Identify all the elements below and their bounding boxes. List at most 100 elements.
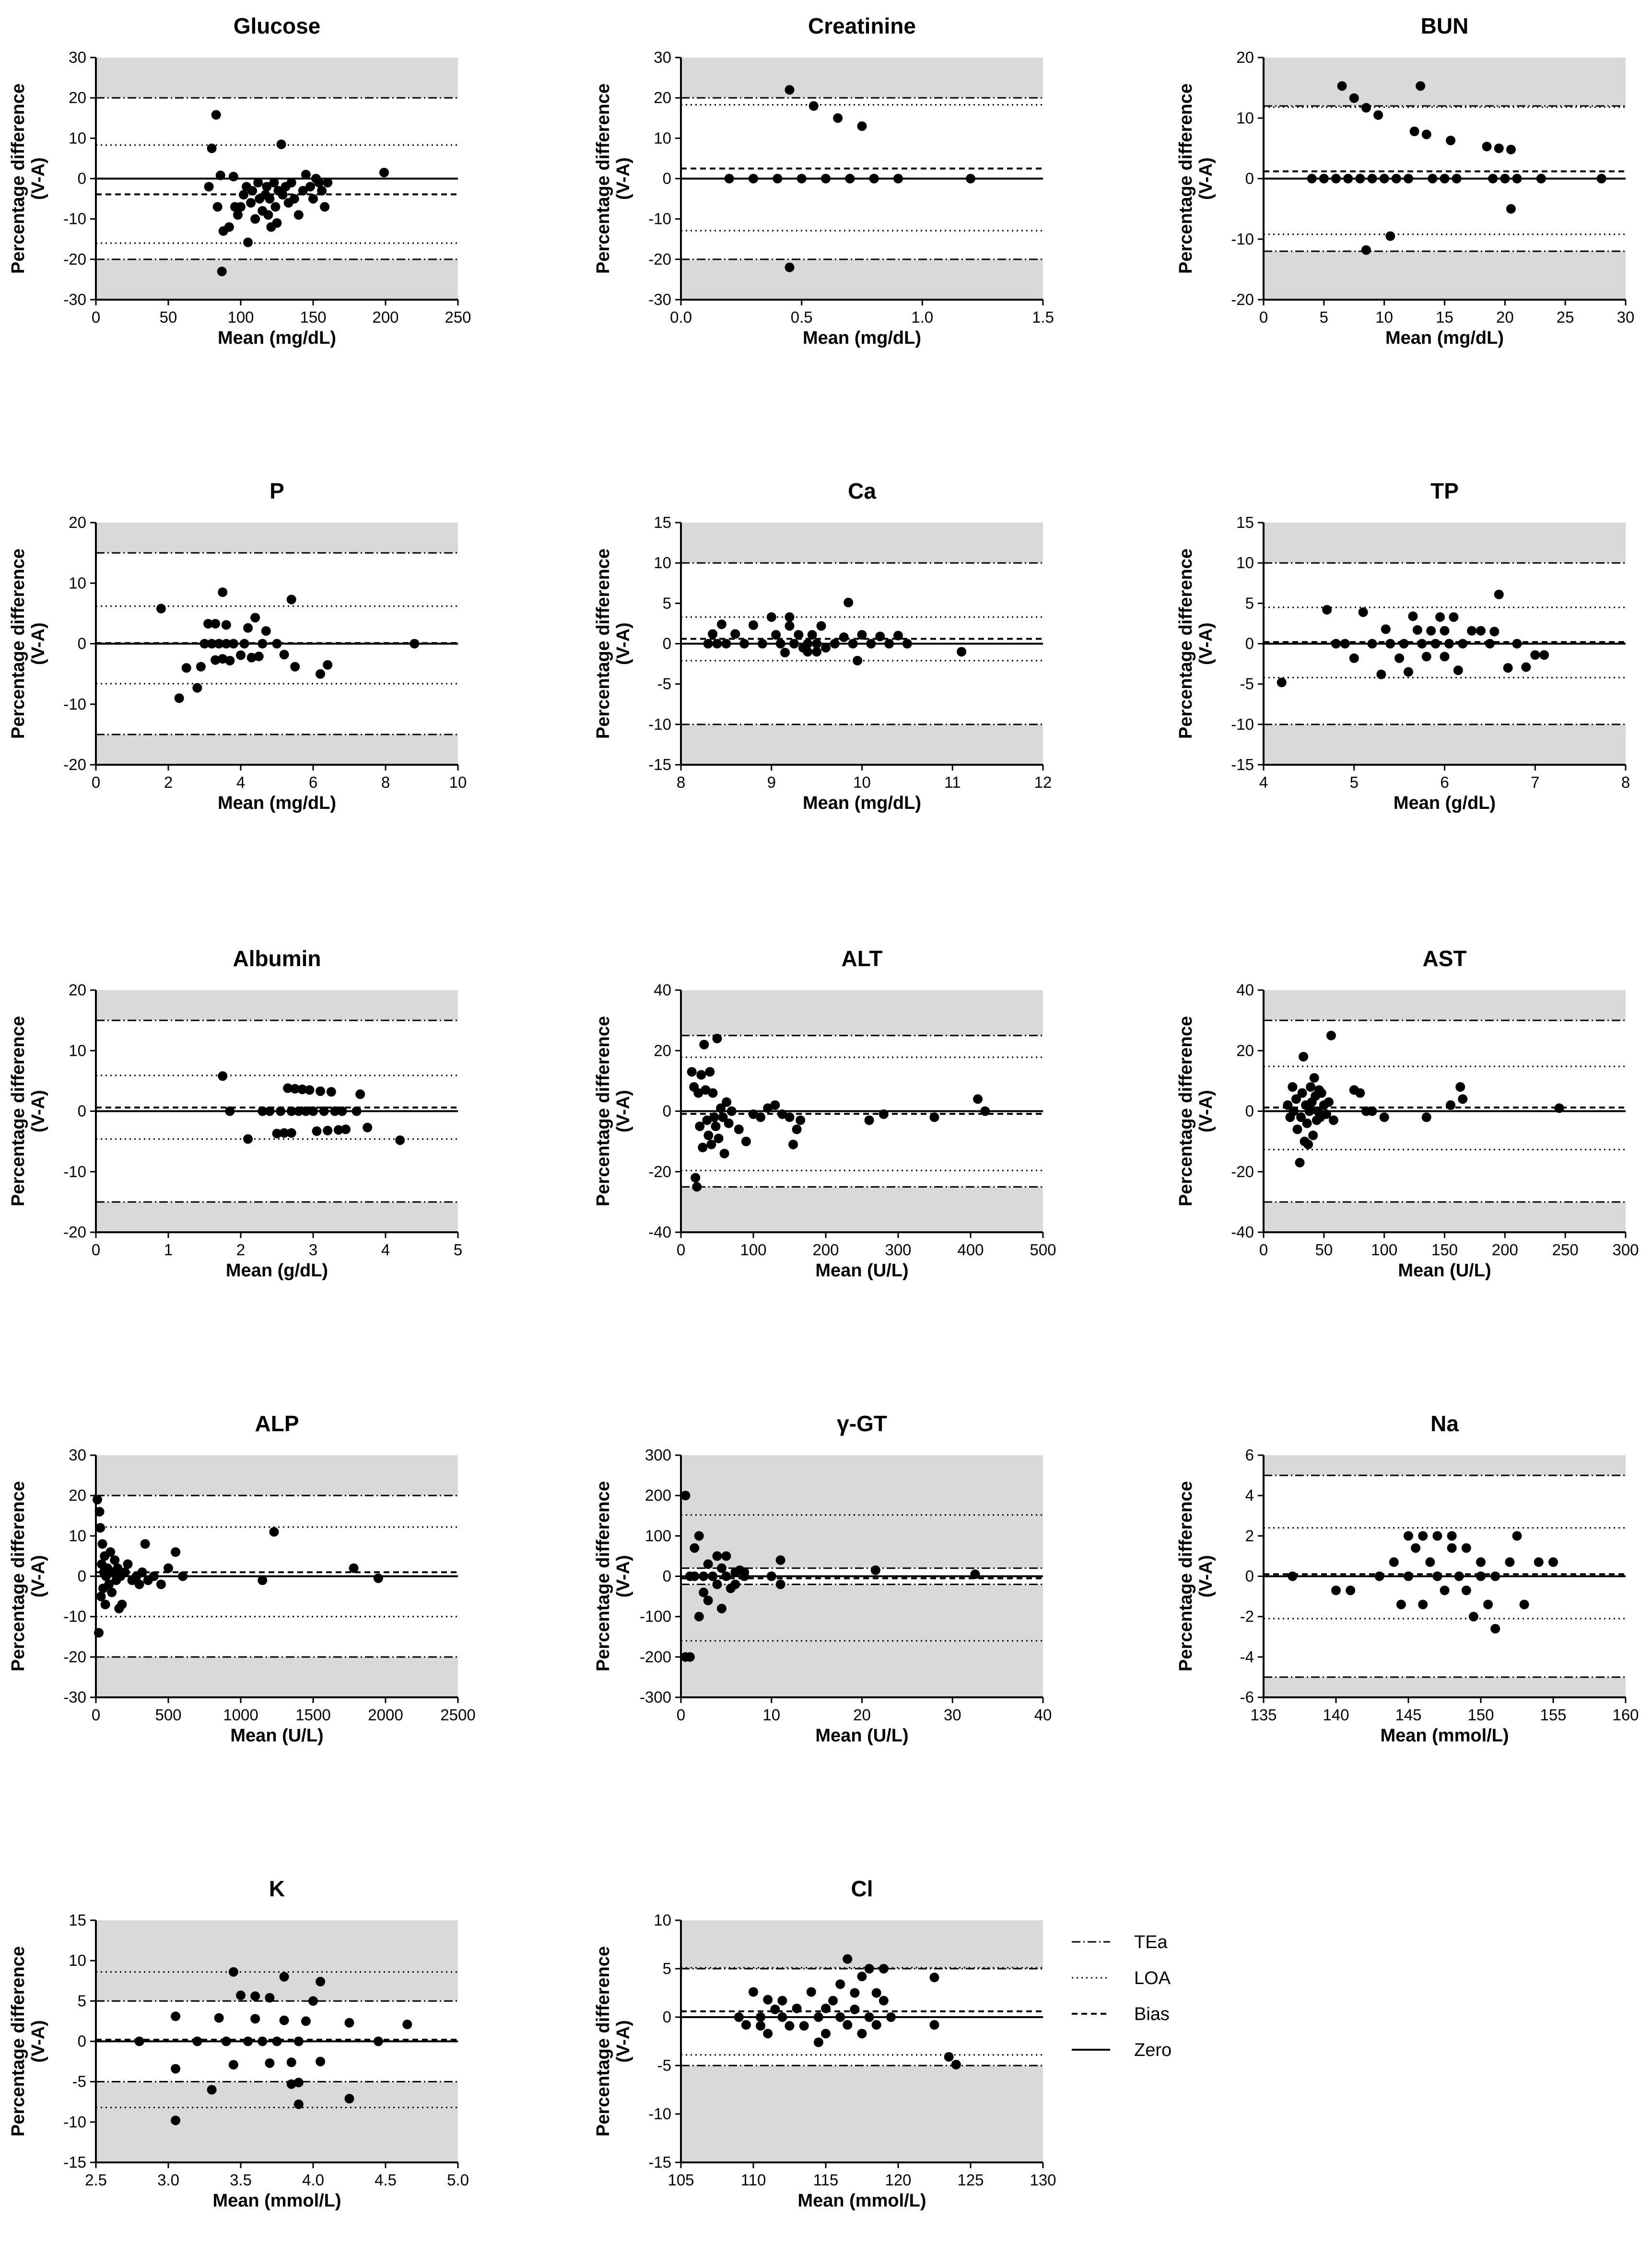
x-tick-label: 2000 [368, 1706, 403, 1724]
data-point [1489, 627, 1500, 637]
data-point [363, 1122, 373, 1133]
data-point [866, 639, 876, 649]
data-point [1453, 666, 1463, 676]
data-point [1404, 1571, 1413, 1581]
tea-band-upper [681, 1920, 1043, 1969]
data-point [246, 198, 256, 208]
data-point [871, 1988, 881, 1998]
data-point [1404, 174, 1413, 184]
data-point [95, 1523, 105, 1533]
data-point [262, 182, 272, 192]
y-axis-label: Percentage difference [8, 549, 28, 739]
y-axis-label-sub: (V-A) [613, 1090, 633, 1133]
x-tick-label: 15 [1436, 308, 1453, 326]
y-tick-label: -2 [1240, 1608, 1254, 1625]
data-point [243, 237, 253, 247]
chart-title: BUN [1421, 13, 1469, 38]
y-tick-label: -20 [648, 1163, 671, 1180]
data-point [929, 1112, 939, 1122]
data-point [756, 2012, 766, 2022]
y-axis-label-sub: (V-A) [1196, 1090, 1216, 1133]
data-point [263, 210, 273, 220]
y-tick-label: -200 [640, 1648, 671, 1666]
data-point [1521, 662, 1531, 672]
data-point [344, 2094, 354, 2104]
data-point [788, 1139, 798, 1149]
y-tick-label: 10 [69, 1527, 86, 1544]
data-point [1385, 639, 1395, 649]
data-point [796, 1115, 806, 1125]
data-point [884, 639, 894, 649]
data-point [780, 648, 790, 658]
data-point [305, 182, 315, 192]
data-point [771, 630, 781, 640]
data-point [1306, 1082, 1316, 1092]
data-point [1461, 1585, 1471, 1595]
data-point [893, 631, 903, 641]
data-point [1324, 1097, 1334, 1107]
legend: TEa LOA Bias Zero [1072, 1932, 1172, 2060]
y-tick-label: -10 [63, 210, 86, 228]
legend-loa-label: LOA [1134, 1968, 1171, 1988]
y-tick-label: 0 [663, 635, 671, 653]
data-point [276, 1106, 286, 1116]
data-point [1447, 1531, 1457, 1541]
x-tick-label: 5.0 [447, 2171, 469, 2189]
data-point [293, 2099, 304, 2109]
data-point [966, 174, 975, 184]
data-point [1416, 81, 1426, 91]
x-tick-label: 100 [227, 308, 254, 326]
x-tick-label: 1.0 [911, 308, 933, 326]
data-point [196, 662, 206, 672]
y-tick-label: 0 [663, 1567, 671, 1585]
data-point [269, 177, 279, 187]
y-tick-label: 10 [654, 554, 671, 572]
data-point [1302, 1118, 1312, 1128]
data-point [279, 650, 289, 660]
data-point [766, 1571, 776, 1581]
data-point [703, 1131, 714, 1140]
data-point [756, 1112, 766, 1122]
y-tick-label: -20 [63, 1223, 86, 1241]
data-point [1326, 1030, 1336, 1040]
x-tick-label: 8 [677, 773, 685, 791]
chart-title: TP [1430, 479, 1459, 503]
data-point [395, 1135, 405, 1145]
x-tick-label: 0 [92, 1706, 100, 1724]
x-tick-label: 1500 [295, 1706, 330, 1724]
data-point [1444, 639, 1454, 649]
data-point [214, 639, 224, 649]
tea-band-lower [681, 259, 1043, 300]
chart-alp: -30 -20 -10 0 10 20 30 0 500 1000 1500 2000 2500 ALP M… [8, 1411, 476, 1746]
data-point [278, 190, 288, 200]
data-point [316, 2056, 326, 2067]
data-point [340, 1124, 351, 1134]
y-tick-label: -100 [640, 1608, 671, 1625]
data-point [1277, 677, 1287, 688]
data-point [690, 1543, 700, 1553]
data-point [879, 1964, 889, 1973]
y-tick-label: 0 [1245, 170, 1254, 187]
data-point [279, 1972, 289, 1982]
x-tick-label: 250 [445, 308, 471, 326]
data-point [893, 174, 903, 184]
data-point [1319, 174, 1329, 184]
data-point [902, 639, 912, 649]
data-point [711, 1121, 721, 1132]
data-point [1596, 174, 1606, 184]
x-tick-label: 150 [1431, 1241, 1458, 1259]
y-tick-label: 40 [1236, 981, 1254, 999]
data-point [308, 1996, 318, 2006]
x-axis-label: Mean (U/L) [815, 1261, 908, 1281]
data-point [1411, 1543, 1421, 1553]
data-point [137, 1567, 147, 1577]
data-point [286, 1128, 296, 1138]
x-tick-label: 40 [1034, 1706, 1052, 1724]
data-point [857, 121, 867, 131]
x-tick-label: 160 [1612, 1706, 1639, 1724]
data-point [239, 190, 249, 200]
x-tick-label: 20 [1496, 308, 1514, 326]
y-tick-label: 0 [1245, 1102, 1254, 1120]
data-point [203, 619, 213, 629]
